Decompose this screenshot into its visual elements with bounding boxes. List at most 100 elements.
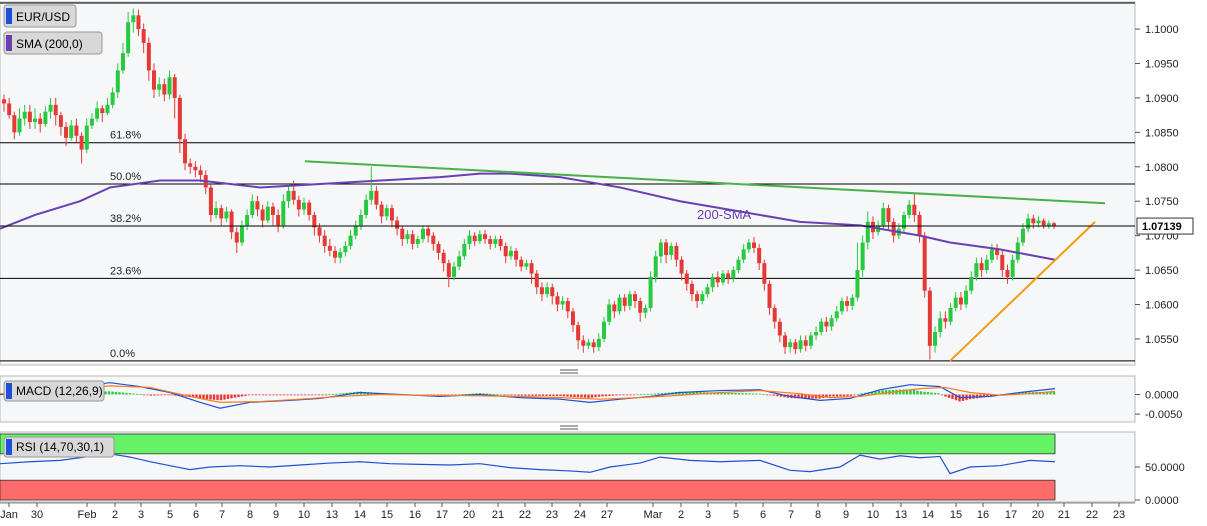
macd-histogram-bar [930,392,933,395]
candle-body [539,287,544,295]
macd-histogram-bar [681,391,685,395]
time-tick-label: 23 [1113,509,1125,521]
candle-body [989,249,994,260]
candle-body [100,108,105,114]
macd-histogram-bar [163,394,167,396]
candle-body [741,249,746,260]
candle-body [431,235,436,244]
panel-divider-2[interactable] [560,425,578,430]
macd-histogram-bar [643,394,646,395]
macd-histogram-bar [499,394,503,396]
macd-histogram-bar [275,394,279,396]
candle-body [933,332,938,346]
candle-body [358,214,363,226]
macd-histogram-bar [489,393,492,395]
candle-body [188,163,193,167]
candle-body [2,99,6,104]
macd-histogram-bar [811,394,814,399]
macd-histogram-bar [527,394,531,396]
macd-badge: MACD (12,26,9) [3,380,105,402]
macd-histogram-bar [324,394,328,396]
candle-body [839,301,844,312]
macd-histogram-bar [230,394,233,399]
candle-body [48,104,53,112]
macd-histogram-bar [625,394,629,396]
candle-body [53,104,58,116]
macd-histogram-bar [464,394,468,395]
macd-histogram-bar [590,394,594,398]
time-tick-label: 27 [601,509,613,521]
macd-histogram-bar [825,394,828,398]
candle-body [369,190,374,200]
candle-body [374,190,379,205]
candle-body [607,304,612,322]
time-tick-label: 17 [436,509,448,521]
macd-histogram-bar [800,394,804,399]
candle-body [596,338,601,348]
macd-histogram-bar [450,394,454,396]
macd-tick-label: 0.0000 [1145,389,1179,401]
candle-body [1026,218,1031,229]
macd-histogram-bar [223,394,226,400]
candle-body [322,235,327,246]
macd-histogram-bar [650,393,653,395]
macd-histogram-bar [191,394,195,398]
candlesticks [2,8,1056,360]
macd-histogram-bar [856,394,860,395]
macd-histogram-bar [1017,392,1021,395]
candle-body [333,250,338,258]
candle-body [726,273,731,279]
panel-divider-1[interactable] [560,369,578,374]
macd-histogram-bar [881,390,884,395]
candle-body [958,297,963,305]
candle-body [752,242,756,249]
time-tick-label: 2 [112,509,118,521]
candle-body [1036,220,1041,224]
time-tick-label: 22 [1086,509,1098,521]
macd-tick-label: -0.0050 [1145,409,1182,421]
time-tick-label: 24 [574,509,586,521]
macd-histogram-bar [1042,391,1045,395]
macd-histogram-bar [730,392,734,395]
candle-body [927,290,932,346]
candle-body [586,342,591,346]
macd-histogram-bar [797,394,800,399]
macd-histogram-bar [503,394,506,396]
time-tick-label: Jan [0,509,18,521]
candle-body [379,204,384,217]
macd-histogram-bar [237,394,240,398]
candle-body [436,243,441,253]
macd-histogram-bar [454,394,457,396]
candle-body [524,263,529,267]
candle-body [183,139,188,164]
candle-body [255,201,260,210]
macd-histogram-bar [254,394,258,396]
candle-body [803,340,808,346]
candle-body [922,235,927,291]
symbol-label: EUR/USD [16,10,70,24]
macd-histogram-bar [310,394,314,396]
macd-histogram-bar [118,392,121,395]
candle-body [1010,259,1015,277]
macd-histogram-bar [646,393,650,395]
candle-body [462,243,467,257]
macd-histogram-bar [933,392,937,395]
candle-body [602,321,606,339]
candle-body [974,263,979,277]
candle-body [777,321,782,336]
candle-body [395,220,400,229]
time-tick-label: 7 [788,509,794,521]
symbol-badge: EUR/USD [3,4,77,28]
candle-body [886,208,891,222]
candle-body [177,97,182,140]
candle-body [638,301,643,313]
macd-histogram-bar [321,394,324,396]
candle-body [441,252,446,264]
macd-histogram-bar [531,394,534,396]
candle-body [1005,270,1010,277]
macd-histogram-bar [226,394,230,399]
macd-histogram-bar [300,394,303,396]
candle-body [276,214,281,226]
macd-histogram-bar [954,394,958,401]
